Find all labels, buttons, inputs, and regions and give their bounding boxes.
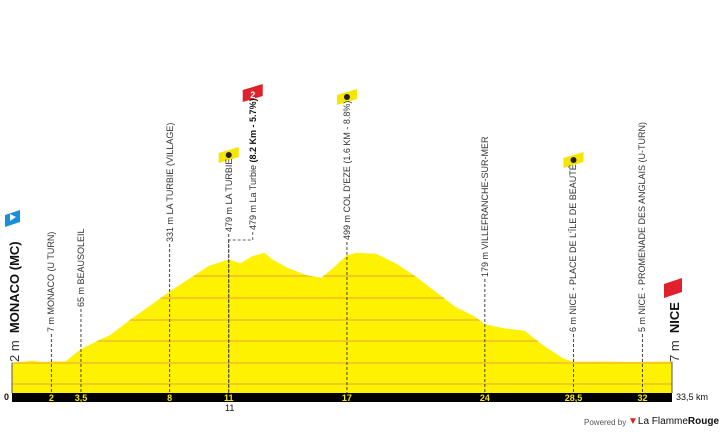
climb-category-badge: 2 [250,90,255,100]
x-end-label: 33,5 km [676,392,709,402]
x-tick-label: 17 [342,393,352,403]
x-tick-label: 32 [637,393,647,403]
finish-checkered-flag-icon [664,278,682,298]
powered-by-text: Powered by [584,418,627,427]
x-tick-label: 2 [49,393,54,403]
marker-label: 6 m NICE - PLACE DE L'ÎLE DE BEAUTÉ [568,164,579,332]
y-zero-label: 0 [4,392,10,402]
marker-label: 499 m COL D'EZE (1.6 KM - 8.8%) [341,100,352,240]
brand-logo[interactable]: ▼La FlammeRouge [628,416,720,427]
x-tick-label: 28,5 [565,393,583,403]
x-tick-label: 24 [480,393,490,403]
marker-label: 7 m MONACO (U TURN) [46,231,57,332]
marker-label: 5 m NICE - PROMENADE DES ANGLAIS (U-TURN… [637,121,648,332]
x-axis-bar [12,393,672,402]
profile-area [12,252,672,393]
sub-tick-label: 11 [225,403,235,413]
marker-label: 331 m LA TURBIE (VILLAGE) [164,122,175,242]
x-tick-label: 11 [224,393,234,403]
marker-label: 179 m VILLEFRANCHE-SUR-MER [479,136,490,277]
marker-connector [228,232,254,241]
climb-category-2-icon [242,84,263,102]
start-arrow-icon [10,214,16,221]
finish-label: 7 m NICE [667,302,682,362]
marker-label: 65 m BEAUSOLEIL [75,228,86,307]
x-tick-label: 3,5 [75,393,88,403]
marker-label: 479 m La Turbie (8.2 Km - 5.7%) [247,98,258,230]
start-label: 2 m MONACO (MC) [7,241,22,362]
stopwatch-glyph [343,94,350,100]
marker-label: 479 m LA TURBIE [223,158,234,232]
stopwatch-glyph [570,157,577,163]
x-tick-label: 8 [167,393,172,403]
stopwatch-glyph [225,152,232,158]
